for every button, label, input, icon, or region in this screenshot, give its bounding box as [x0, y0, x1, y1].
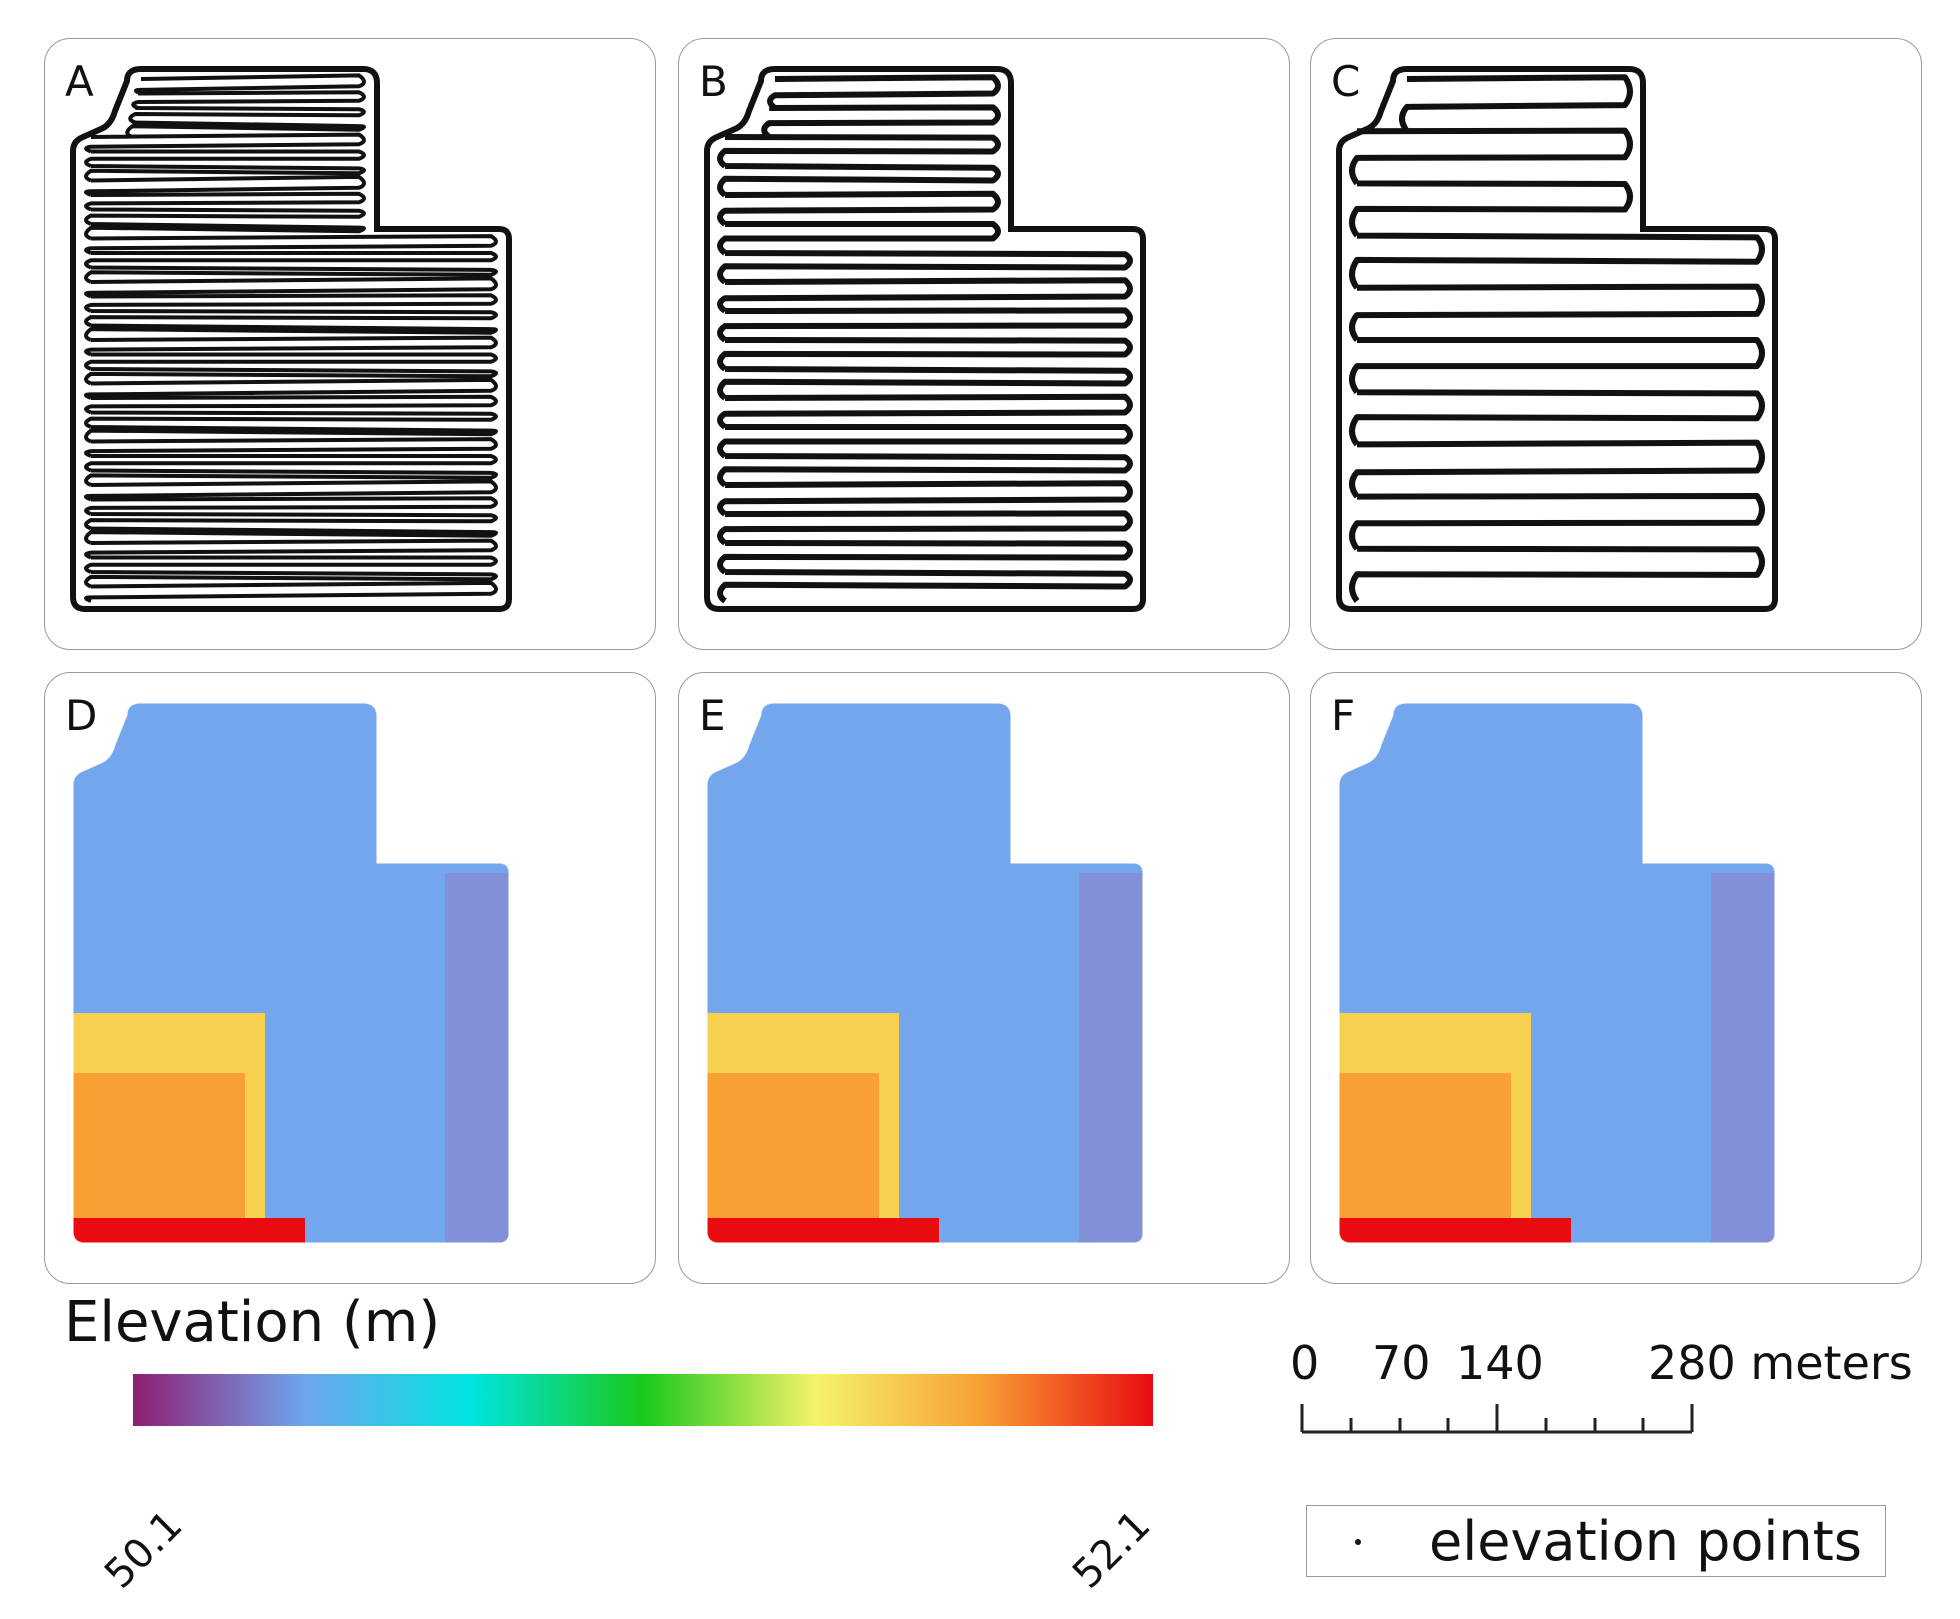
scale-label-140: 140 — [1456, 1336, 1544, 1390]
panel-e-label: E — [699, 691, 726, 740]
field-edge — [73, 703, 509, 1243]
panel-c-label: C — [1331, 57, 1361, 106]
elevation-band-red — [1339, 1218, 1571, 1243]
panel-e-elevation-map: E — [678, 672, 1290, 1284]
panel-b-track-map: B — [678, 38, 1290, 650]
track-lines-c — [1336, 66, 1778, 612]
track-path — [1349, 74, 1765, 603]
track-path — [84, 73, 498, 603]
elevation-colorbar — [133, 1374, 1153, 1426]
track-lines-b — [704, 66, 1146, 612]
track-path — [717, 74, 1133, 604]
panel-a-track-map: A — [44, 38, 656, 650]
panel-c-track-map: C — [1310, 38, 1922, 650]
field-edge — [707, 703, 1143, 1243]
field-outline — [1336, 66, 1778, 612]
elevation-band-red — [73, 1218, 305, 1243]
panel-b-label: B — [699, 57, 728, 106]
track-lines-a — [70, 66, 512, 612]
elevation-surface-e — [707, 703, 1143, 1243]
panel-d-elevation-map: D — [44, 672, 656, 1284]
panel-f-elevation-map: F — [1310, 672, 1922, 1284]
lowest-elevation-edge — [1711, 873, 1775, 1243]
elevation-band-red — [707, 1218, 939, 1243]
elevation-band-orange — [707, 1073, 879, 1243]
scale-label-280: 280 meters — [1648, 1336, 1913, 1390]
panel-f-label: F — [1331, 691, 1356, 740]
elevation-points-label: elevation points — [1429, 1510, 1862, 1573]
elevation-legend-title: Elevation (m) — [64, 1290, 441, 1355]
scale-label-70: 70 — [1372, 1336, 1431, 1390]
lowest-elevation-edge — [1079, 873, 1143, 1243]
field-outline — [70, 66, 512, 612]
elevation-band-orange — [73, 1073, 245, 1243]
scale-label-0: 0 — [1290, 1336, 1320, 1390]
elevation-band-orange — [1339, 1073, 1511, 1243]
field-edge — [1339, 703, 1775, 1243]
panel-d-label: D — [65, 691, 98, 740]
panel-a-label: A — [65, 57, 94, 106]
elevation-surface-d — [73, 703, 509, 1243]
elevation-surface-f — [1339, 703, 1775, 1243]
colorbar-max-label: 52.1 — [1064, 1502, 1160, 1598]
colorbar-min-label: 50.1 — [96, 1502, 192, 1598]
field-outline — [704, 66, 1146, 612]
elevation-point-symbol-icon — [1355, 1539, 1361, 1545]
lowest-elevation-edge — [445, 873, 509, 1243]
scale-bar — [1300, 1404, 1694, 1434]
elevation-points-legend: elevation points — [1306, 1505, 1886, 1577]
